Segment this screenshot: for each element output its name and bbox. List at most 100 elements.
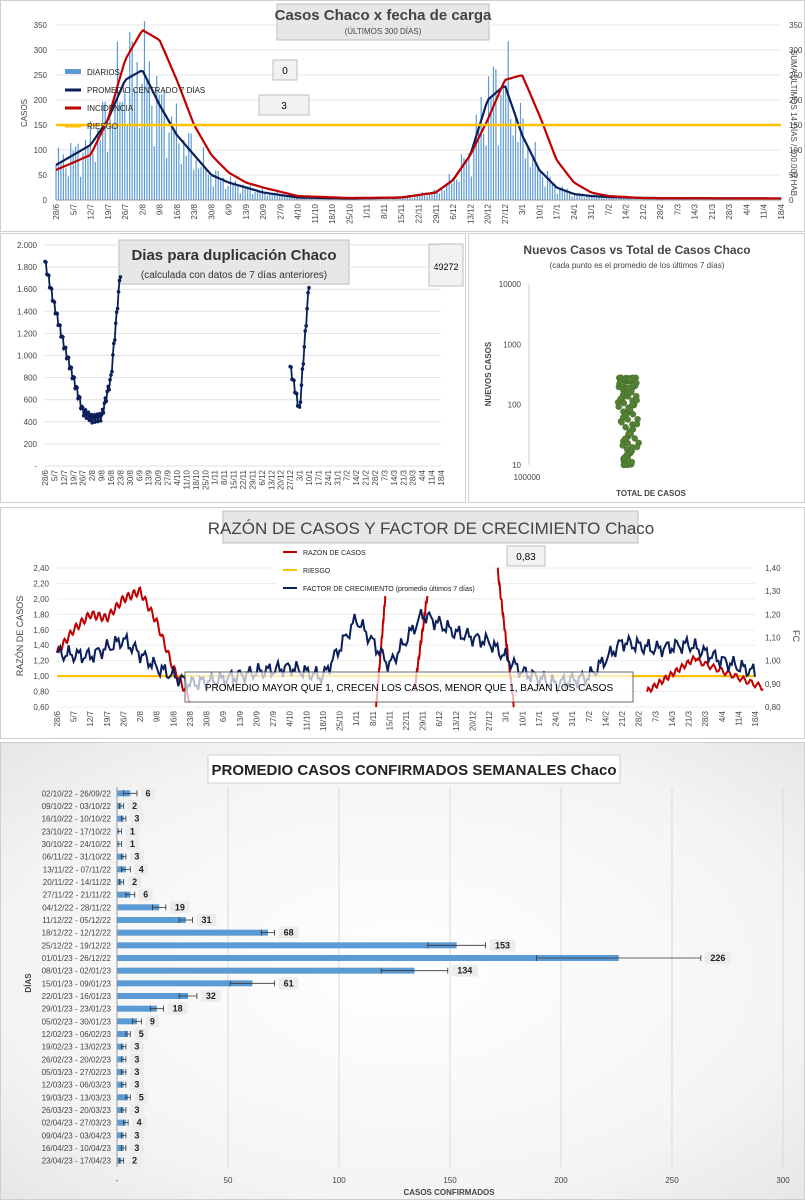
- x-tick-label: 9/8: [98, 469, 107, 481]
- bar-diarios: [210, 176, 212, 200]
- bar-diarios: [406, 195, 409, 200]
- value-box-text: 0,83: [516, 552, 536, 563]
- bar-diarios: [610, 197, 613, 200]
- x-tick-label: 11/4: [760, 203, 769, 219]
- bar-diarios: [421, 191, 423, 200]
- bar-diarios: [441, 188, 443, 200]
- x-tick-label: 28/6: [52, 203, 61, 219]
- bar-diarios: [138, 128, 141, 200]
- x-tick-label: 16/8: [169, 710, 178, 726]
- point: [90, 420, 94, 425]
- x-tick-label: 22/11: [415, 203, 424, 223]
- x-tick-label: 15/11: [230, 469, 239, 489]
- x-tick-label: 24/1: [552, 710, 561, 726]
- bar-diarios: [433, 189, 436, 200]
- y-tick: 1.200: [17, 329, 38, 338]
- bar-diarios: [264, 192, 266, 200]
- y-axis-label-right: SUMA ÚLTIMOS 14 DÍAS / 100.000 HAB: [789, 50, 798, 196]
- point: [107, 387, 111, 392]
- data-label-bg: [129, 1104, 144, 1116]
- x-tick-label: 6/12: [449, 203, 458, 219]
- bar-diarios: [84, 139, 87, 200]
- bar-diarios: [151, 105, 153, 200]
- y-tick-left: 100: [34, 146, 48, 155]
- data-label-bg: [169, 901, 190, 914]
- data-label: 9: [150, 1016, 155, 1026]
- point: [116, 289, 121, 294]
- bar: [117, 1043, 124, 1050]
- bar-diarios: [519, 102, 522, 200]
- legend-bg: [276, 544, 491, 596]
- x-tick-label: 27/9: [276, 203, 285, 219]
- y-tick-left: 1,40: [33, 641, 49, 650]
- bar: [117, 1018, 137, 1025]
- data-label: 61: [284, 978, 294, 988]
- data-label-bg: [129, 812, 144, 825]
- bar-diarios: [480, 97, 482, 200]
- scatter-point: [633, 397, 640, 404]
- point: [112, 341, 116, 346]
- point: [300, 367, 305, 371]
- x-tick-label: 10/1: [518, 710, 527, 726]
- bar-diarios: [546, 170, 549, 200]
- y-tick-right: 0,90: [765, 680, 781, 689]
- x-tick-label: 7/3: [380, 469, 389, 481]
- bar-diarios: [274, 192, 276, 200]
- bar-diarios: [487, 76, 490, 200]
- data-label: 19: [175, 902, 185, 912]
- bar: [117, 917, 186, 923]
- x-tick-label: 6/9: [219, 710, 228, 722]
- y-tick: 1000: [503, 340, 521, 349]
- y-tick-label: 23/04/23 - 17/04/23: [42, 1157, 112, 1166]
- x-tick: 100: [332, 1176, 346, 1185]
- scatter-point: [617, 395, 624, 403]
- data-label: 3: [134, 1080, 139, 1090]
- scatter-point: [633, 443, 641, 451]
- point: [96, 419, 100, 424]
- bar-diarios: [153, 146, 155, 200]
- bar-diarios: [249, 184, 251, 200]
- bar-diarios: [451, 183, 453, 200]
- bar: [117, 955, 619, 961]
- bar-diarios: [57, 147, 60, 200]
- bar-diarios: [65, 168, 67, 200]
- x-tick-label: 20/12: [277, 469, 286, 490]
- x-tick-label: 17/1: [314, 469, 323, 485]
- x-tick-label: 14/2: [352, 469, 361, 485]
- y-tick-label: 05/03/23 - 27/02/23: [42, 1068, 112, 1077]
- bar-diarios: [500, 94, 502, 200]
- y-tick-left: 0: [43, 196, 48, 205]
- bar-diarios: [458, 181, 460, 200]
- x-tick-label: 28/2: [656, 203, 665, 219]
- bar: [117, 929, 268, 936]
- bar-diarios: [554, 183, 556, 200]
- x-tick-label: 10/1: [535, 203, 544, 219]
- bar-diarios: [566, 188, 568, 200]
- y-tick-label: 16/04/23 - 10/04/23: [42, 1144, 112, 1153]
- x-tick-label: 3/1: [296, 469, 305, 481]
- data-label: 3: [134, 1143, 139, 1153]
- bar-diarios: [502, 85, 504, 200]
- legend-label-factor: FACTOR DE CRECIMIENTO (promedio últimos …: [303, 586, 475, 593]
- bar-diarios: [220, 180, 222, 200]
- bar-diarios: [397, 198, 399, 200]
- chart-title: Nuevos Casos vs Total de Casos Chaco: [523, 243, 750, 257]
- legend-label-riesgo: RIESGO: [87, 122, 118, 131]
- y-tick-left: 2,00: [33, 595, 49, 604]
- point: [80, 405, 85, 410]
- bar-diarios: [163, 90, 165, 200]
- bar-diarios: [581, 193, 583, 200]
- bar-diarios: [170, 116, 173, 200]
- bar-diarios: [438, 193, 440, 200]
- point: [305, 306, 309, 311]
- chart-daily-cases-panel: Casos Chaco x fecha de carga (ÚLTIMOS 30…: [0, 0, 805, 232]
- bar-diarios: [227, 185, 229, 200]
- data-label-bg: [129, 1078, 144, 1091]
- data-label: 6: [143, 890, 148, 900]
- x-tick: -: [116, 1176, 119, 1185]
- bar: [117, 815, 124, 822]
- data-label: 5: [139, 1029, 144, 1039]
- y-tick-label: 11/12/22 - 05/12/22: [42, 916, 111, 925]
- point: [301, 362, 306, 366]
- y-tick-label: 26/03/23 - 20/03/23: [42, 1106, 112, 1115]
